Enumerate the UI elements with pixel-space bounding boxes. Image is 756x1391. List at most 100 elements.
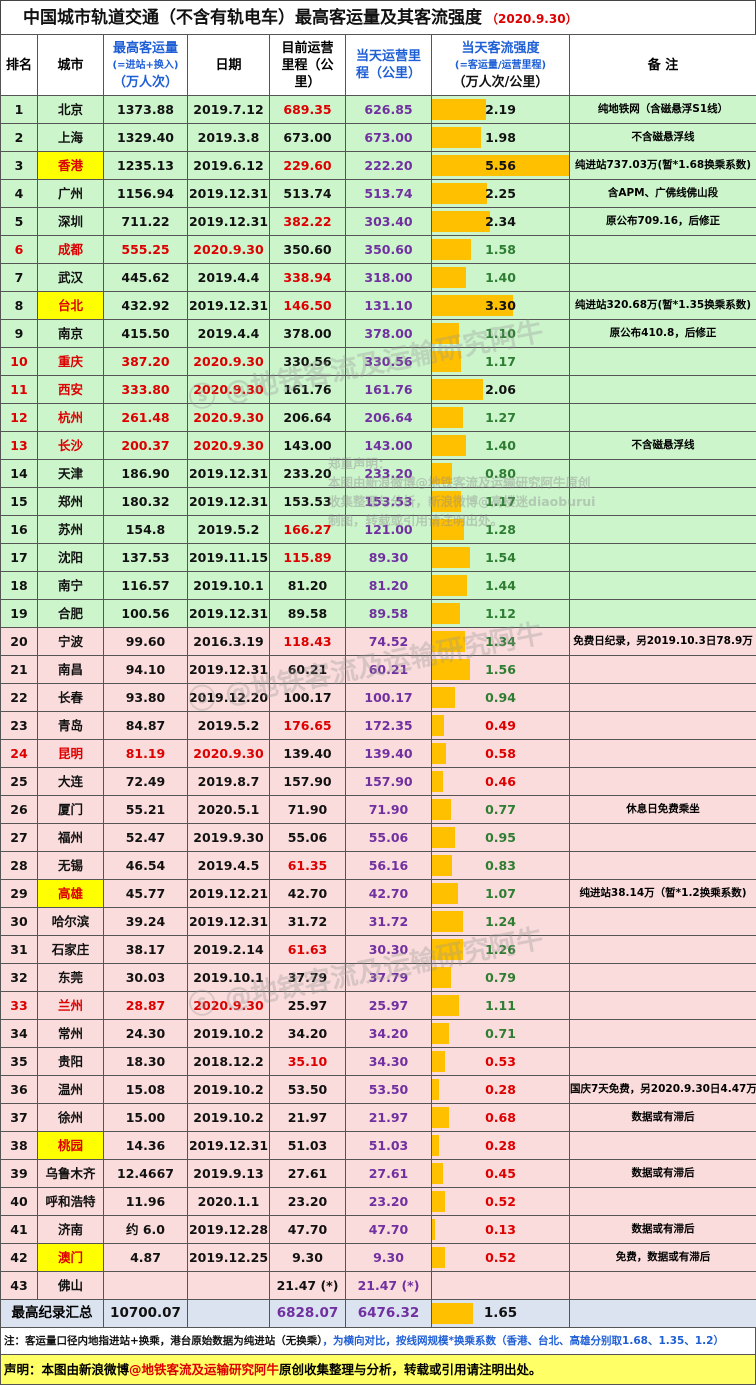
date-cell: 2019.5.2 bbox=[187, 711, 270, 740]
max-volume-cell: 1373.88 bbox=[103, 95, 188, 124]
rank-cell: 4 bbox=[0, 179, 38, 208]
table-row: 19 合肥 100.56 2019.12.31 89.58 89.58 1.12 bbox=[0, 599, 756, 628]
intensity-cell: 0.80 bbox=[431, 459, 570, 488]
max-volume-cell: 432.92 bbox=[103, 291, 188, 320]
intensity-bar bbox=[432, 211, 490, 232]
city-cell: 南宁 bbox=[37, 571, 104, 600]
note-cell: 纯进站320.68万(暂*1.35换乘系数) bbox=[569, 291, 756, 320]
max-volume-cell: 4.87 bbox=[103, 1243, 188, 1272]
note-cell: 免费日纪录，另2019.10.3日78.9万 bbox=[569, 627, 756, 656]
note-cell bbox=[569, 571, 756, 600]
rank-cell: 17 bbox=[0, 543, 38, 572]
intensity-cell: 0.52 bbox=[431, 1187, 570, 1216]
day-mileage-cell: 74.52 bbox=[345, 627, 432, 656]
table-row: 8 台北 432.92 2019.12.31 146.50 131.10 3.30 纯进站32… bbox=[0, 291, 756, 320]
intensity-bar bbox=[432, 1303, 473, 1324]
date-cell: 2019.4.4 bbox=[187, 319, 270, 348]
day-mileage-cell: 161.76 bbox=[345, 375, 432, 404]
mileage-cell: 153.53 bbox=[269, 487, 346, 516]
date-cell bbox=[187, 1271, 270, 1300]
intensity-value: 0.13 bbox=[485, 1222, 516, 1237]
table-row: 10 重庆 387.20 2020.9.30 330.56 330.56 1.17 bbox=[0, 347, 756, 376]
table-row: 7 武汉 445.62 2019.4.4 338.94 318.00 1.40 bbox=[0, 263, 756, 292]
city-cell: 昆明 bbox=[37, 739, 104, 768]
note-cell: 免费，数据或有滞后 bbox=[569, 1243, 756, 1272]
rank-cell: 27 bbox=[0, 823, 38, 852]
day-mileage-cell: 56.16 bbox=[345, 851, 432, 880]
table-row: 11 西安 333.80 2020.9.30 161.76 161.76 2.06 bbox=[0, 375, 756, 404]
city-cell: 徐州 bbox=[37, 1103, 104, 1132]
intensity-value: 1.12 bbox=[485, 606, 516, 621]
rank-cell: 28 bbox=[0, 851, 38, 880]
header-city: 城市 bbox=[37, 34, 104, 96]
intensity-bar bbox=[432, 743, 447, 764]
mileage-cell: 34.20 bbox=[269, 1019, 346, 1048]
day-mileage-cell: 626.85 bbox=[345, 95, 432, 124]
intensity-cell: 0.28 bbox=[431, 1131, 570, 1160]
note-cell bbox=[569, 655, 756, 684]
note-cell bbox=[569, 235, 756, 264]
rank-cell: 42 bbox=[0, 1243, 38, 1272]
intensity-bar bbox=[432, 827, 456, 848]
intensity-cell: 0.77 bbox=[431, 795, 570, 824]
intensity-value bbox=[433, 1273, 569, 1299]
table-row: 26 厦门 55.21 2020.5.1 71.90 71.90 0.77 休息日免费乘坐 bbox=[0, 795, 756, 824]
table-row: 1 北京 1373.88 2019.7.12 689.35 626.85 2.19 纯地铁网（… bbox=[0, 95, 756, 124]
rank-cell: 13 bbox=[0, 431, 38, 460]
date-cell: 2020.1.1 bbox=[187, 1187, 270, 1216]
intensity-bar bbox=[432, 351, 461, 372]
table-row: 14 天津 186.90 2019.12.31 233.20 233.20 0.80 bbox=[0, 459, 756, 488]
declaration: 声明：本图由新浪微博@地铁客流及运输研究阿牛原创收集整理与分析，转载或引用请注明… bbox=[0, 1355, 756, 1385]
day-mileage-cell: 60.21 bbox=[345, 655, 432, 684]
city-cell: 郑州 bbox=[37, 487, 104, 516]
max-volume-cell: 45.77 bbox=[103, 879, 188, 908]
intensity-cell: 1.34 bbox=[431, 627, 570, 656]
intensity-cell: 0.58 bbox=[431, 739, 570, 768]
note-cell bbox=[569, 487, 756, 516]
max-volume-cell: 84.87 bbox=[103, 711, 188, 740]
intensity-bar bbox=[432, 603, 460, 624]
intensity-value: 1.58 bbox=[485, 242, 516, 257]
intensity-bar bbox=[432, 1107, 449, 1128]
city-cell: 高雄 bbox=[37, 879, 104, 908]
mileage-cell: 350.60 bbox=[269, 235, 346, 264]
footnote: 注：客运量口径内地指进站+换乘，港台原始数据为纯进站（无换乘），为横向对比，按线… bbox=[0, 1328, 756, 1355]
mileage-cell: 513.74 bbox=[269, 179, 346, 208]
city-cell: 哈尔滨 bbox=[37, 907, 104, 936]
table-row: 25 大连 72.49 2019.8.7 157.90 157.90 0.46 bbox=[0, 767, 756, 796]
date-cell: 2020.9.30 bbox=[187, 431, 270, 460]
rank-cell: 25 bbox=[0, 767, 38, 796]
intensity-value: 1.40 bbox=[485, 438, 516, 453]
rank-cell: 20 bbox=[0, 627, 38, 656]
mileage-cell: 61.35 bbox=[269, 851, 346, 880]
intensity-bar bbox=[432, 519, 464, 540]
header-rank: 排名 bbox=[0, 34, 38, 96]
note-cell: 休息日免费乘坐 bbox=[569, 795, 756, 824]
rank-cell: 37 bbox=[0, 1103, 38, 1132]
date-cell: 2019.6.12 bbox=[187, 151, 270, 180]
note-cell bbox=[569, 515, 756, 544]
intensity-bar bbox=[432, 883, 459, 904]
intensity-bar bbox=[432, 1219, 436, 1240]
table-row: 6 成都 555.25 2020.9.30 350.60 350.60 1.58 bbox=[0, 235, 756, 264]
rank-cell: 14 bbox=[0, 459, 38, 488]
date-cell: 2019.4.5 bbox=[187, 851, 270, 880]
table-row: 22 长春 93.80 2019.12.20 100.17 100.17 0.94 bbox=[0, 683, 756, 712]
header-intensity: 当天客流强度 (=客运量/运营里程) （万人次/公里） bbox=[431, 34, 570, 96]
max-volume-cell: 711.22 bbox=[103, 207, 188, 236]
intensity-cell: 1.27 bbox=[431, 403, 570, 432]
intensity-cell: 0.13 bbox=[431, 1215, 570, 1244]
day-mileage-cell: 89.58 bbox=[345, 599, 432, 628]
table-row: 33 兰州 28.87 2020.9.30 25.97 25.97 1.11 bbox=[0, 991, 756, 1020]
max-volume-cell: 12.4667 bbox=[103, 1159, 188, 1188]
header-day-mileage: 当天运营里 程（公里） bbox=[345, 34, 432, 96]
intensity-bar bbox=[432, 911, 463, 932]
day-mileage-cell: 53.50 bbox=[345, 1075, 432, 1104]
max-volume-cell: 261.48 bbox=[103, 403, 188, 432]
date-cell: 2020.9.30 bbox=[187, 739, 270, 768]
intensity-bar bbox=[432, 295, 514, 316]
city-cell: 常州 bbox=[37, 1019, 104, 1048]
intensity-value: 1.27 bbox=[485, 410, 516, 425]
table-row: 41 济南约 6.0 2019.12.28 47.70 47.70 0.13 数据或有滞后 bbox=[0, 1215, 756, 1244]
header-mileage: 目前运营 里程（公 里） bbox=[269, 34, 346, 96]
